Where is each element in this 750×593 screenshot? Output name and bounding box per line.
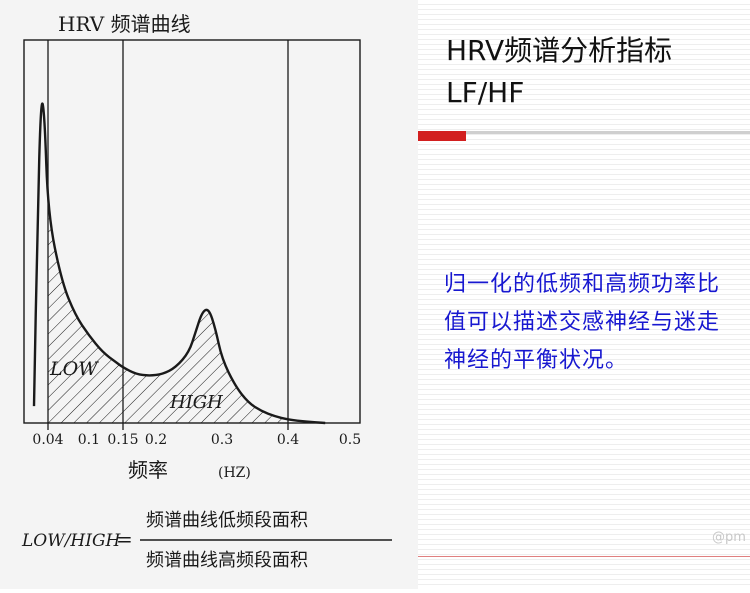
x-axis-unit: (HZ) — [218, 465, 251, 481]
accent-bar — [418, 131, 466, 141]
band-label-low: LOW — [49, 358, 99, 380]
x-tick-label: 0.4 — [277, 432, 299, 448]
hatched-band-area — [48, 214, 288, 423]
slide-title: HRV频谱分析指标 LF/HF — [446, 30, 736, 114]
slide-description: 归一化的低频和高频功率比值可以描述交感神经与迷走神经的平衡状况。 — [444, 272, 721, 373]
watermark: @pm — [712, 530, 746, 545]
x-tick-label: 0.04 — [32, 432, 63, 448]
hrv-spectrum-chart: HRV 频谱曲线 0.04 0.1 0.15 0.2 0.3 0.4 0.5 LOW HIG… — [21, 12, 392, 571]
formula-lhs: LOW/HIGH — [21, 531, 122, 551]
x-tick-label: 0.2 — [145, 432, 167, 448]
slide-text-panel — [418, 0, 750, 589]
spectrum-figure-panel: HRV 频谱曲线 0.04 0.1 0.15 0.2 0.3 0.4 0.5 LOW HIG… — [0, 0, 418, 589]
spectrum-curve — [32, 102, 326, 425]
x-tick-label: 0.15 — [107, 432, 138, 448]
formula-equals: = — [116, 527, 133, 551]
band-label-high: HIGH — [169, 392, 223, 413]
bottom-divider — [418, 556, 750, 557]
formula-numerator: 频谱曲线低频段面积 — [146, 510, 308, 531]
title-divider — [466, 131, 750, 134]
x-tick-label: 0.3 — [211, 432, 233, 448]
x-axis-label: 频率 — [128, 458, 168, 482]
x-tick-label: 0.5 — [339, 432, 361, 448]
chart-title: HRV 频谱曲线 — [58, 12, 191, 36]
x-tick-label: 0.1 — [78, 432, 100, 448]
slide-title-line2: LF/HF — [446, 76, 525, 109]
slide-title-line1: HRV频谱分析指标 — [446, 34, 673, 67]
formula-denominator: 频谱曲线高频段面积 — [146, 550, 308, 571]
